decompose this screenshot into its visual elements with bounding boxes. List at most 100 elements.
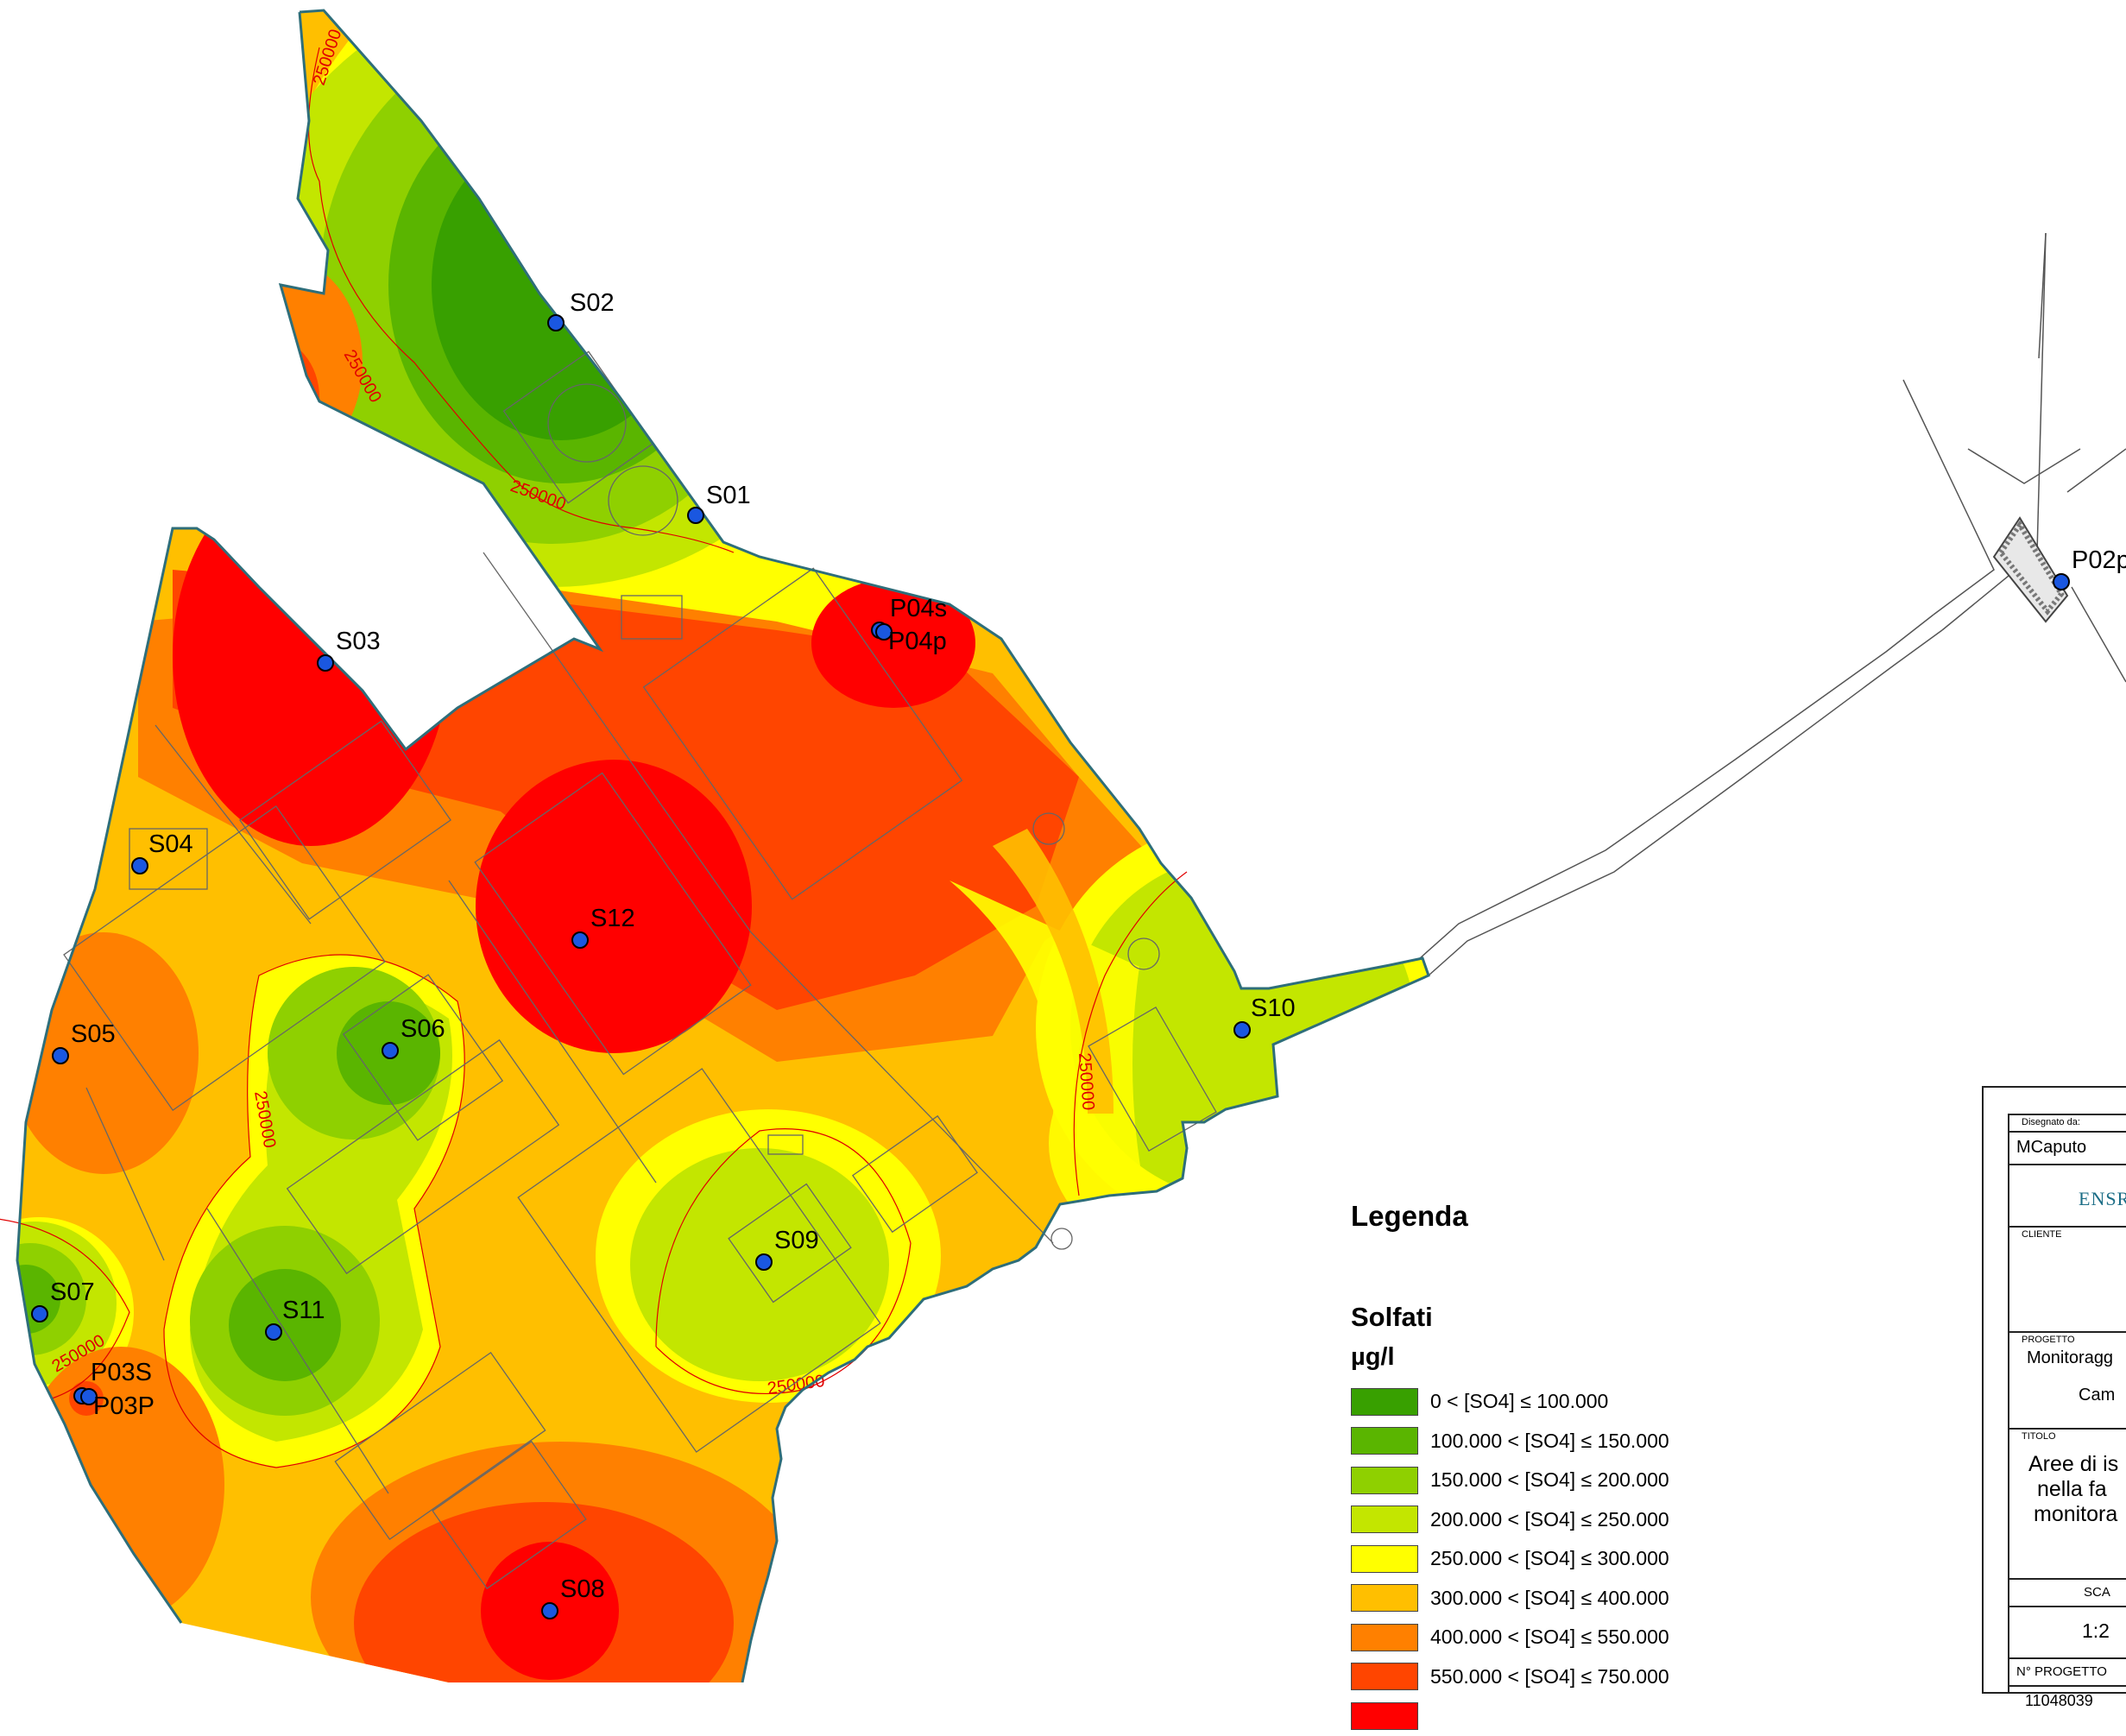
title-cell: TITOLO Aree di is nella fa monitora (2009, 1430, 2126, 1580)
legend-label: 150.000 < [SO4] ≤ 200.000 (1430, 1468, 1669, 1492)
station-s07[interactable]: S07 (31, 1278, 95, 1323)
legend-label: 550.000 < [SO4] ≤ 750.000 (1430, 1664, 1669, 1688)
client-cell: CLIENTE (2009, 1228, 2126, 1333)
scale-value: 1:2 (2082, 1619, 2110, 1642)
station-label: S06 (401, 1015, 445, 1043)
station-marker[interactable] (541, 1602, 558, 1619)
station-marker[interactable] (571, 931, 589, 949)
station-s03[interactable]: S03 (317, 628, 381, 672)
station-marker[interactable] (317, 654, 334, 672)
station-marker[interactable] (687, 507, 704, 524)
legend-label: 400.000 < [SO4] ≤ 550.000 (1430, 1626, 1669, 1649)
legend-title: Legenda (1351, 1200, 1468, 1232)
monitoring-stations: S02 S01 S03 P04s P04p S04 S12 S05 S06 S10 S09 S07 S1… (31, 289, 2126, 1619)
company-logo-cell: ENSR (2009, 1165, 2126, 1228)
station-marker[interactable] (80, 1388, 98, 1405)
legend-label: 300.000 < [SO4] ≤ 400.000 (1430, 1586, 1669, 1609)
project-line2: Cam (2079, 1386, 2116, 1405)
legend-swatch (1351, 1584, 1418, 1613)
legend-row (1351, 1696, 1869, 1736)
legend-row: 300.000 < [SO4] ≤ 400.000 (1351, 1579, 1869, 1619)
drawn-by-cell: MCaputo (2009, 1133, 2126, 1165)
station-s08[interactable]: S08 (541, 1575, 605, 1619)
station-marker[interactable] (52, 1047, 69, 1064)
station-p03p[interactable]: P03P (80, 1388, 155, 1420)
station-s06[interactable]: S06 (382, 1015, 445, 1059)
station-s10[interactable]: S10 (1233, 994, 1296, 1038)
station-marker[interactable] (547, 314, 565, 331)
station-marker[interactable] (2053, 573, 2070, 590)
site-boundary (16, 9, 1430, 1682)
station-s04[interactable]: S04 (131, 830, 193, 874)
legend-unit: µg/l (1351, 1343, 1395, 1371)
station-s05[interactable]: S05 (52, 1020, 116, 1064)
station-marker[interactable] (755, 1253, 773, 1271)
station-label: S01 (706, 482, 751, 509)
station-label: S08 (560, 1575, 605, 1603)
station-marker[interactable] (1233, 1021, 1251, 1038)
legend-swatch (1351, 1544, 1418, 1573)
legend-swatch (1351, 1701, 1418, 1730)
legend-row: 150.000 < [SO4] ≤ 200.000 (1351, 1461, 1869, 1500)
legend-swatch (1351, 1623, 1418, 1651)
station-p04p[interactable]: P04p (875, 623, 947, 655)
station-marker[interactable] (382, 1042, 399, 1059)
legend-row: 0 < [SO4] ≤ 100.000 (1351, 1382, 1869, 1422)
legend-swatch (1351, 1663, 1418, 1691)
legend-parameter: Solfati (1351, 1302, 1433, 1332)
project-no-label: N° PROGETTO (2016, 1664, 2107, 1679)
title-line3: monitora (2034, 1502, 2118, 1526)
building-outlines (63, 350, 1217, 1590)
project-cell: PROGETTO Monitoragg Cam (2009, 1333, 2126, 1430)
legend-label: 250.000 < [SO4] ≤ 300.000 (1430, 1547, 1669, 1570)
sulfate-isoconcentration-map: 250000 250000 250000 250000 250000 25000… (0, 9, 2126, 1682)
p02-structure (1992, 516, 2069, 623)
station-marker[interactable] (131, 857, 148, 874)
project-label: PROGETTO (2022, 1335, 2075, 1345)
station-label: S04 (148, 830, 193, 858)
station-label: P04s (890, 595, 947, 622)
legend-classes: 0 < [SO4] ≤ 100.000 100.000 < [SO4] ≤ 150… (1351, 1382, 1869, 1736)
legend-label: 100.000 < [SO4] ≤ 150.000 (1430, 1429, 1669, 1452)
legend-label: 0 < [SO4] ≤ 100.000 (1430, 1390, 1609, 1413)
station-s02[interactable]: S02 (547, 289, 615, 331)
project-no-cell: 11048039 (2009, 1687, 2126, 1721)
station-s09[interactable]: S09 (755, 1227, 819, 1271)
legend-swatch (1351, 1506, 1418, 1534)
legend-swatch (1351, 1466, 1418, 1494)
station-label: S07 (50, 1278, 95, 1306)
isoline-250000 (0, 47, 1188, 1468)
station-marker[interactable] (31, 1305, 48, 1323)
title-block: Disegnato da: MCaputo ENSR CLIENTE PROGE… (1982, 1086, 2126, 1709)
station-marker[interactable] (265, 1323, 282, 1341)
title-line1: Aree di is (2028, 1452, 2119, 1476)
station-marker[interactable] (875, 623, 893, 641)
title-line2: nella fa (2037, 1477, 2107, 1501)
station-label: S05 (71, 1020, 116, 1048)
legend-swatch (1351, 1427, 1418, 1455)
station-label: P03P (93, 1392, 155, 1420)
station-label: S11 (282, 1297, 325, 1324)
station-label: P03S (91, 1359, 152, 1386)
station-label: S09 (774, 1227, 819, 1254)
station-s11[interactable]: S11 (265, 1297, 325, 1341)
access-road (1419, 232, 2126, 976)
legend-row: 100.000 < [SO4] ≤ 150.000 (1351, 1422, 1869, 1461)
legend: Legenda Solfati µg/l 0 < [SO4] ≤ 100.000… (1351, 1200, 1869, 1736)
drawn-by: MCaputo (2016, 1138, 2087, 1157)
project-no: 11048039 (2025, 1692, 2093, 1709)
station-label: P04p (888, 628, 947, 655)
project-no-label-cell: N° PROGETTO (2009, 1659, 2126, 1687)
station-label: S03 (336, 628, 381, 655)
station-s01[interactable]: S01 (687, 482, 751, 524)
legend-row: 200.000 < [SO4] ≤ 250.000 (1351, 1500, 1869, 1540)
legend-label: 200.000 < [SO4] ≤ 250.000 (1430, 1507, 1669, 1531)
legend-row: 250.000 < [SO4] ≤ 300.000 (1351, 1539, 1869, 1579)
legend-swatch (1351, 1387, 1418, 1416)
title-label: TITOLO (2022, 1431, 2056, 1442)
station-s12[interactable]: S12 (571, 905, 635, 949)
company-logo: ENSR (2079, 1188, 2126, 1209)
station-p02p[interactable]: P02p (2053, 546, 2126, 590)
station-label: S12 (590, 905, 635, 932)
contour-label: 250000 (1075, 1052, 1098, 1111)
